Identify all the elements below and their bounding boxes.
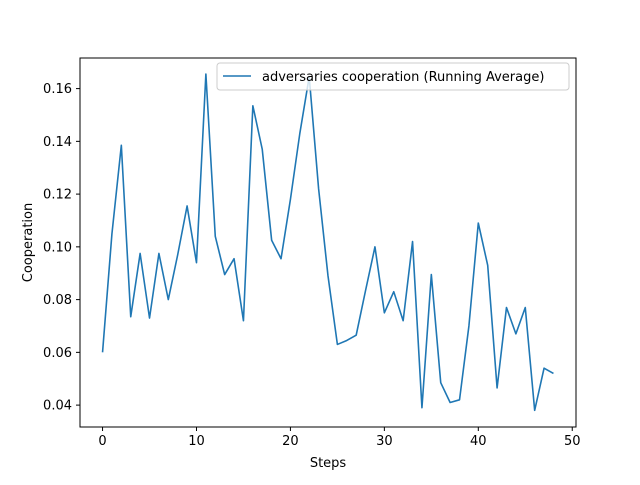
x-axis-title: Steps — [310, 456, 347, 471]
axis-ticks: 0 10 20 30 40 50 0.04 0.06 0.08 0.10 0.12 0.14 0.16 — [43, 82, 580, 449]
y-tick-label: 0.04 — [43, 399, 72, 414]
series-layer — [101, 73, 554, 412]
x-tick-label: 10 — [188, 434, 205, 449]
x-tick-label: 0 — [98, 434, 106, 449]
y-tick-label: 0.10 — [43, 240, 72, 255]
series-line-0 — [101, 73, 554, 412]
y-axis-title: Cooperation — [21, 203, 36, 282]
x-tick-label: 20 — [282, 434, 299, 449]
y-tick-label: 0.16 — [43, 82, 72, 97]
x-tick-label: 30 — [376, 434, 393, 449]
y-tick-label: 0.12 — [43, 188, 72, 203]
legend: adversaries cooperation (Running Average… — [216, 62, 570, 91]
x-tick-label: 40 — [470, 434, 487, 449]
y-tick-label: 0.06 — [43, 346, 72, 361]
y-tick-label: 0.14 — [43, 135, 72, 150]
x-tick-label: 50 — [564, 434, 581, 449]
y-tick-label: 0.08 — [43, 293, 72, 308]
legend-box — [216, 62, 570, 91]
plot-area-frame — [79, 57, 577, 428]
legend-label: adversaries cooperation (Running Average… — [262, 70, 544, 85]
